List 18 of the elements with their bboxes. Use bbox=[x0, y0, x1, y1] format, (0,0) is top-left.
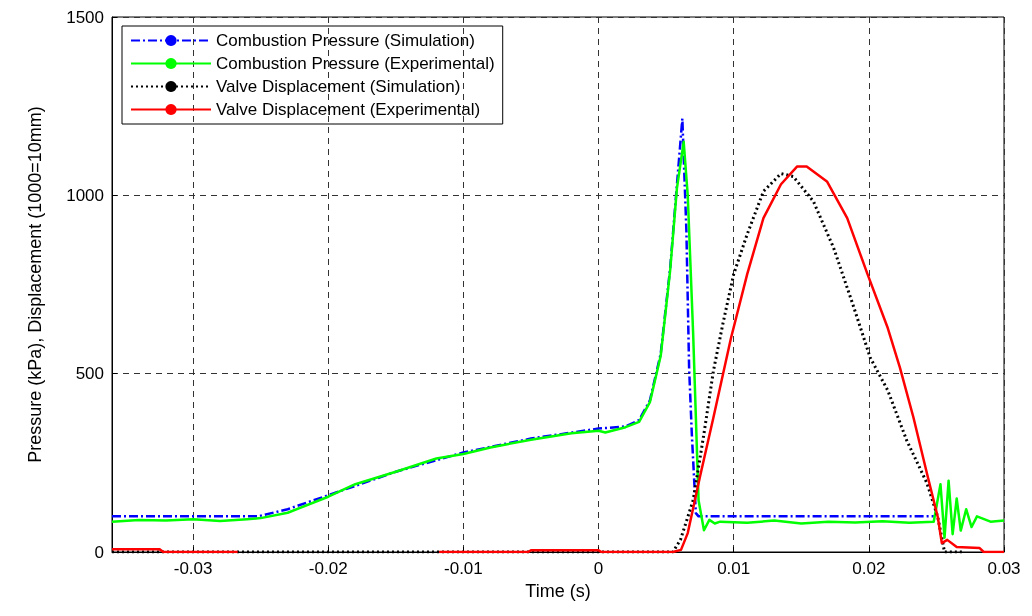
legend-label: Valve Displacement (Simulation) bbox=[216, 77, 461, 96]
x-tick-label: -0.03 bbox=[173, 559, 213, 578]
x-tick-label: -0.01 bbox=[444, 559, 483, 578]
x-axis-title: Time (s) bbox=[525, 581, 591, 601]
y-tick-label: 1500 bbox=[66, 7, 104, 27]
y-tick-label: 500 bbox=[75, 364, 104, 384]
x-tick-label: 0 bbox=[593, 559, 604, 578]
y-axis-title: Pressure (kPa), Displacement (1000=10mm) bbox=[25, 106, 45, 463]
x-tick-label: -0.02 bbox=[308, 559, 348, 578]
line-series bbox=[110, 117, 935, 518]
x-tick-label: 0.03 bbox=[987, 559, 1021, 578]
y-tick-label: 0 bbox=[94, 542, 104, 562]
legend-label: Combustion Pressure (Experimental) bbox=[216, 54, 495, 73]
legend-label: Combustion Pressure (Simulation) bbox=[216, 31, 475, 50]
legend-label: Valve Displacement (Experimental) bbox=[216, 100, 481, 119]
y-tick-label: 1000 bbox=[66, 185, 104, 205]
x-tick-label: 0.02 bbox=[852, 559, 886, 578]
x-tick-label: 0.01 bbox=[717, 559, 751, 578]
